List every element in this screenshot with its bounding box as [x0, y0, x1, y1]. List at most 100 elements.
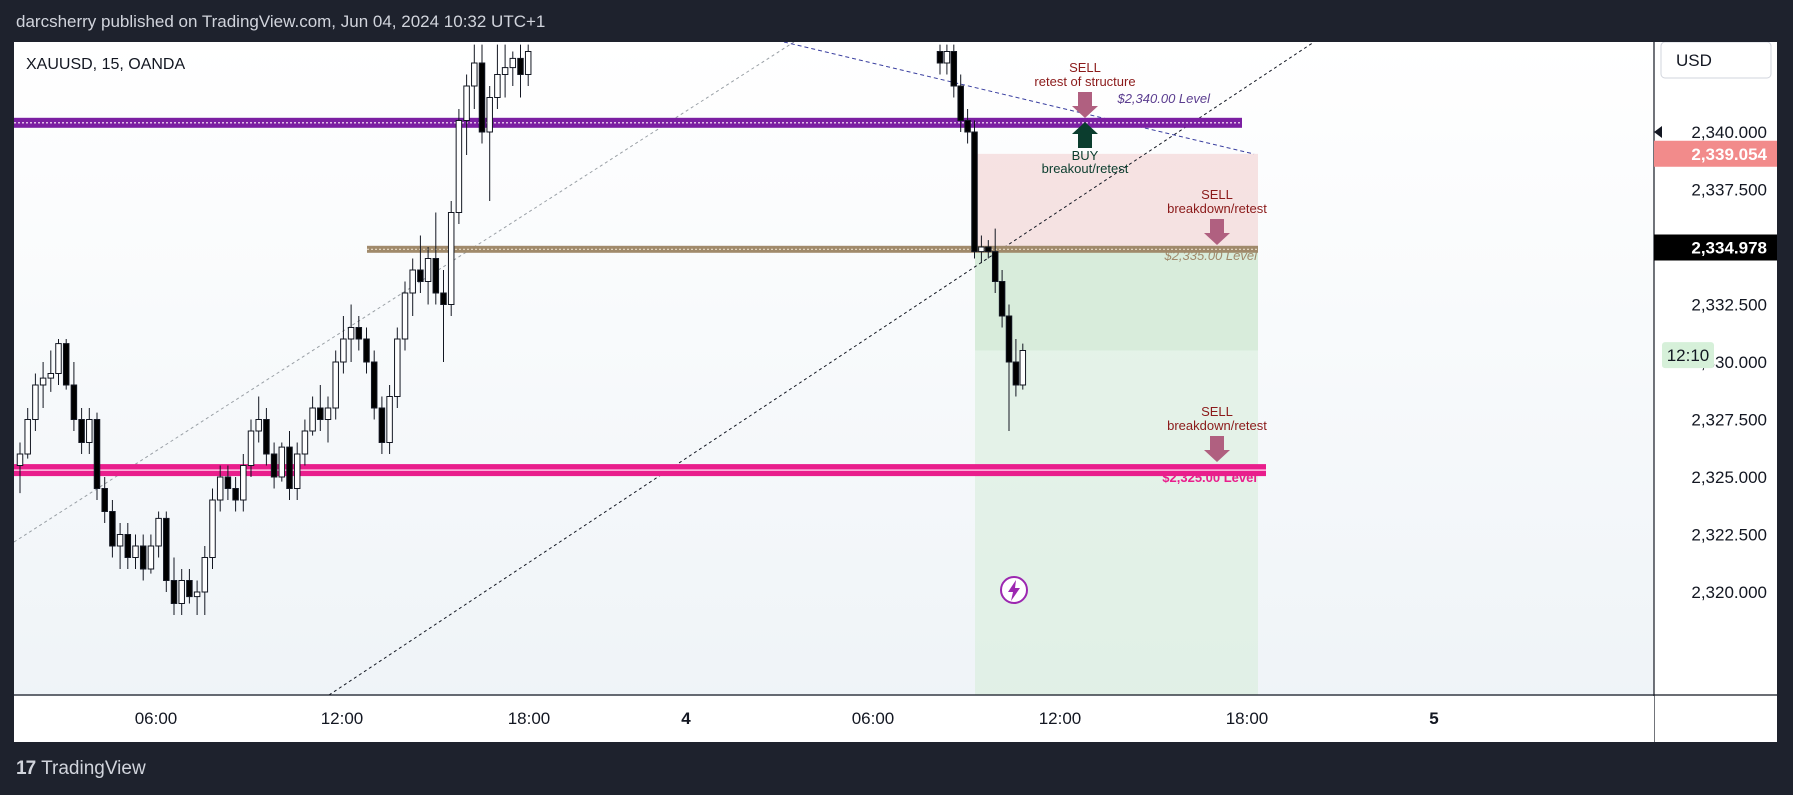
price-tick-label: 2,322.500: [1691, 526, 1767, 545]
candle-body[interactable]: [224, 476, 232, 489]
candle-body[interactable]: [324, 407, 332, 420]
candle-body[interactable]: [62, 343, 70, 386]
price-tick-label: 2,320.000: [1691, 583, 1767, 602]
candle-body[interactable]: [394, 338, 401, 397]
candle-body[interactable]: [417, 269, 424, 282]
chart-frame[interactable]: SELL retest of structure BUY breakout/retes…: [14, 42, 1777, 742]
candle-body[interactable]: [455, 120, 463, 213]
candle-body[interactable]: [101, 488, 108, 512]
candle-body[interactable]: [347, 327, 355, 340]
candle-body[interactable]: [47, 373, 55, 379]
candle-body[interactable]: [447, 212, 455, 305]
candle-body[interactable]: [332, 361, 339, 409]
candle-body[interactable]: [247, 430, 255, 466]
candle-body[interactable]: [378, 407, 386, 443]
candle-body[interactable]: [340, 338, 347, 363]
candle-body[interactable]: [370, 361, 378, 409]
candle-body[interactable]: [478, 62, 486, 133]
candle-body[interactable]: [486, 97, 493, 133]
time-tick-label: 18:00: [508, 709, 551, 728]
time-tick-label: 06:00: [852, 709, 895, 728]
candle-body[interactable]: [957, 85, 964, 121]
candle-body[interactable]: [193, 591, 201, 598]
candle-body[interactable]: [440, 292, 447, 305]
candle-body[interactable]: [363, 338, 370, 363]
candle-body[interactable]: [132, 545, 139, 558]
candle-body[interactable]: [255, 419, 262, 432]
candle-body[interactable]: [232, 488, 239, 501]
time-axis-bg[interactable]: [14, 696, 1654, 742]
candle-body[interactable]: [978, 246, 985, 253]
level-2340-band: [14, 117, 1242, 128]
candle-body[interactable]: [178, 580, 185, 604]
candle-body[interactable]: [109, 511, 116, 547]
candle-body[interactable]: [998, 281, 1006, 317]
price-label-box: [1654, 234, 1777, 261]
candle-body[interactable]: [424, 258, 432, 282]
candle-body[interactable]: [309, 407, 316, 432]
candle-body[interactable]: [16, 453, 24, 466]
candle-body[interactable]: [943, 51, 951, 64]
candle-body[interactable]: [293, 453, 301, 489]
profit-progress-zone: [975, 249, 1258, 351]
candle-body[interactable]: [116, 534, 124, 547]
candle-body[interactable]: [240, 465, 247, 501]
candle-body[interactable]: [78, 419, 85, 443]
candle-body[interactable]: [147, 545, 155, 570]
candle-body[interactable]: [139, 545, 147, 570]
candle-body[interactable]: [471, 62, 478, 87]
candle-body[interactable]: [950, 51, 958, 87]
candle-body[interactable]: [355, 327, 363, 340]
candle-body[interactable]: [409, 269, 416, 294]
candle-body[interactable]: [163, 517, 170, 581]
candle-body[interactable]: [501, 67, 509, 76]
candle-body[interactable]: [524, 51, 532, 75]
candle-body[interactable]: [39, 377, 47, 386]
candle-body[interactable]: [401, 292, 409, 340]
candle-body[interactable]: [463, 85, 470, 121]
publisher-header: darcsherry published on TradingView.com,…: [0, 0, 1793, 42]
candle-body[interactable]: [432, 258, 440, 294]
candle-body[interactable]: [155, 517, 162, 547]
candle-body[interactable]: [93, 419, 101, 489]
candle-body[interactable]: [936, 51, 944, 64]
candle-body[interactable]: [286, 446, 293, 490]
candle-body[interactable]: [991, 251, 999, 283]
candle-body[interactable]: [1019, 350, 1027, 386]
currency-button[interactable]: [1660, 42, 1772, 79]
candle-body[interactable]: [386, 396, 393, 443]
candle-body[interactable]: [971, 131, 978, 253]
candle-body[interactable]: [24, 419, 31, 455]
candle-body[interactable]: [124, 534, 132, 558]
candle-body[interactable]: [32, 384, 39, 420]
sell-325-title: SELL: [1201, 404, 1233, 419]
candle-body[interactable]: [301, 430, 309, 455]
candle-body[interactable]: [170, 580, 178, 604]
candle-body[interactable]: [1005, 315, 1013, 363]
tradingview-logo[interactable]: 17 TradingView: [16, 758, 146, 780]
candle-body[interactable]: [86, 419, 93, 443]
candle-body[interactable]: [278, 446, 286, 478]
candle-body[interactable]: [985, 246, 992, 253]
candle-body[interactable]: [317, 407, 324, 420]
price-label-text: 2,339.054: [1691, 145, 1767, 164]
candle-body[interactable]: [209, 499, 216, 558]
level-2325-label: $2,325.00 Level: [1162, 470, 1257, 485]
candle-body[interactable]: [70, 384, 78, 420]
candle-body[interactable]: [964, 120, 971, 133]
price-label-text: 2,334.978: [1691, 239, 1767, 258]
sell-335-arrow-icon: [1204, 233, 1230, 245]
candle-body[interactable]: [494, 74, 501, 98]
candle-body[interactable]: [509, 57, 517, 69]
candle-body[interactable]: [186, 580, 193, 598]
candle-body[interactable]: [263, 419, 270, 455]
sell-structure-title: SELL: [1069, 60, 1101, 75]
candle-body[interactable]: [517, 57, 524, 75]
candle-body[interactable]: [270, 453, 278, 478]
candle-body[interactable]: [1012, 361, 1020, 386]
candle-body[interactable]: [216, 476, 224, 501]
last-price-marker: [1654, 126, 1662, 138]
candle-body[interactable]: [201, 557, 209, 593]
candle-body[interactable]: [55, 343, 62, 375]
